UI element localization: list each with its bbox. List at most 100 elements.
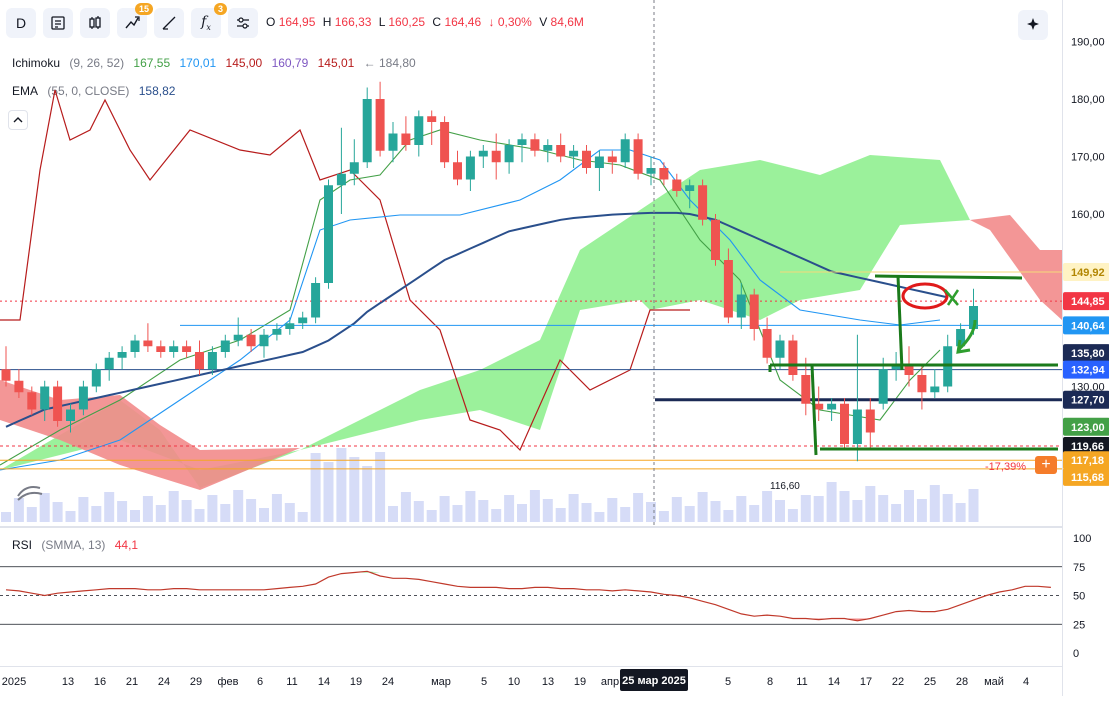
candle xyxy=(414,110,424,157)
rsi-params: (SMMA, 13) xyxy=(41,538,106,552)
collapse-legend-button[interactable] xyxy=(8,110,28,130)
candle xyxy=(440,116,450,168)
time-label: 25 xyxy=(924,676,936,688)
pane-separator[interactable] xyxy=(0,526,1109,528)
candle xyxy=(659,162,669,186)
candle xyxy=(478,145,488,168)
candle xyxy=(246,329,256,352)
add-alert-button[interactable]: + xyxy=(1035,456,1057,474)
volume-bar xyxy=(297,512,308,522)
candle xyxy=(801,357,811,416)
price-axis[interactable]: 190,00180,00170,00160,00150,00140,00130,… xyxy=(1062,0,1109,696)
volume-bar xyxy=(852,500,863,522)
candle-body xyxy=(543,145,553,151)
ichimoku-legend[interactable]: Ichimoku (9, 26, 52) 167,55 170,01 145,0… xyxy=(12,56,422,70)
rsi-chart[interactable] xyxy=(0,528,1062,668)
rsi-legend[interactable]: RSI (SMMA, 13) 44,1 xyxy=(12,538,138,552)
price-chart[interactable]: -17,39% 116,60 xyxy=(0,0,1062,526)
time-axis[interactable]: 2025 13 16 21 24 29 фев 6 11 14 19 24 мар 5 10 13 19 апр 5… xyxy=(0,666,1062,696)
time-label: 13 xyxy=(62,676,74,688)
interval-button[interactable]: D xyxy=(6,8,36,38)
candle-body xyxy=(14,380,24,393)
candle xyxy=(53,380,63,427)
candle xyxy=(840,398,849,450)
candle xyxy=(272,323,282,341)
indicators-button[interactable]: 15 xyxy=(117,3,153,38)
volume-bar xyxy=(878,495,889,522)
candle xyxy=(465,150,475,191)
volume-bar xyxy=(426,510,437,522)
candle-body xyxy=(788,340,798,375)
candle xyxy=(388,122,398,163)
ema-name: EMA xyxy=(12,84,39,98)
settings-sliders-icon[interactable] xyxy=(228,8,258,38)
high-label: H xyxy=(322,15,332,29)
rsi-tick: 50 xyxy=(1073,591,1085,603)
candle xyxy=(324,179,333,289)
volume-bar xyxy=(607,498,618,522)
candle xyxy=(491,133,501,180)
ema-legend[interactable]: EMA (55, 0, CLOSE) 158,82 xyxy=(12,84,181,98)
rsi-line xyxy=(5,570,1051,622)
candle-body xyxy=(130,340,140,352)
sparkle-icon[interactable] xyxy=(1018,10,1048,40)
candle-body xyxy=(517,139,527,145)
candle xyxy=(233,317,243,347)
volume-bar xyxy=(78,497,89,522)
volume-bar xyxy=(388,506,398,522)
drawing-icon[interactable] xyxy=(154,8,184,38)
candle xyxy=(207,346,217,375)
candle xyxy=(117,346,127,370)
volume-bar xyxy=(168,491,179,522)
candle-body xyxy=(336,173,346,186)
candle-body xyxy=(865,409,875,433)
volume-bar xyxy=(39,493,50,522)
candle xyxy=(91,363,101,393)
candle-body xyxy=(427,116,437,122)
volume-bar xyxy=(658,511,669,522)
time-label: 28 xyxy=(956,676,968,688)
candles-icon[interactable] xyxy=(80,8,110,38)
candle xyxy=(66,403,75,433)
candle xyxy=(930,369,940,398)
candle-body xyxy=(594,156,604,168)
volume-bar xyxy=(259,508,269,522)
price-tag xyxy=(1063,344,1109,363)
candle-body xyxy=(40,386,50,410)
volume-bar xyxy=(865,486,876,522)
candle xyxy=(311,277,321,324)
candle-body xyxy=(530,139,540,151)
price-tag xyxy=(1063,292,1109,311)
time-label: 24 xyxy=(382,676,394,688)
rsi-tick: 100 xyxy=(1073,533,1091,545)
functions-badge: 3 xyxy=(213,3,227,15)
price-tag xyxy=(1063,316,1109,335)
volume-bar xyxy=(504,495,515,522)
candle-body xyxy=(930,386,940,393)
candle-body xyxy=(195,352,204,370)
candle xyxy=(685,179,695,209)
volume-bar xyxy=(916,499,927,522)
volume-bar xyxy=(904,490,914,522)
volume-bar xyxy=(955,503,966,522)
time-label: 11 xyxy=(796,676,807,688)
volume-bar xyxy=(710,501,721,522)
candle-body xyxy=(298,317,308,324)
candle-body xyxy=(1,369,11,381)
candle-body xyxy=(685,185,695,191)
drawn-circle xyxy=(901,282,949,310)
price-tick: 190,00 xyxy=(1071,37,1105,49)
compare-icon[interactable] xyxy=(43,8,73,38)
candle xyxy=(259,329,269,358)
candle xyxy=(298,311,308,329)
price-tag-label: 135,80 xyxy=(1071,348,1105,360)
candle-body xyxy=(723,260,733,318)
time-label: 10 xyxy=(508,676,520,688)
functions-button[interactable]: fx 3 xyxy=(191,3,227,38)
time-label: 19 xyxy=(350,676,362,688)
price-tag xyxy=(1063,390,1109,409)
volume-bar xyxy=(413,501,424,522)
volume-bar xyxy=(375,452,386,522)
candle-body xyxy=(182,346,192,352)
time-label: фев xyxy=(217,676,238,688)
